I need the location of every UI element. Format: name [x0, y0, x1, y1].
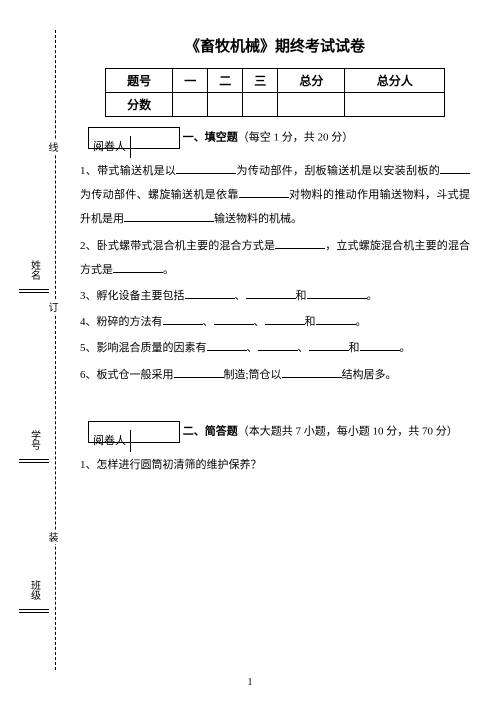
score-value-row: 分数 [106, 93, 445, 117]
marker-label-2: 阅卷人 [89, 430, 131, 452]
section2-head: 阅卷人 二、简答题（本大题共 7 小题，每小题 10 分，共 70 分） [88, 421, 470, 443]
blank [282, 366, 342, 378]
question-6: 6、板式仓一般采用制造;筒仓以结构居多。 [80, 363, 470, 387]
blank [174, 366, 224, 378]
marker-label-1: 阅卷人 [89, 136, 131, 158]
score-header-row: 题号 一 二 三 总分 总分人 [106, 69, 445, 93]
blank [309, 339, 349, 351]
blank [440, 162, 470, 174]
section1-head: 阅卷人 一、填空题（每空 1 分，共 20 分） [88, 127, 470, 149]
page-content: 《畜牧机械》期终考试试卷 题号 一 二 三 总分 总分人 分数 阅卷人 一、填空… [80, 35, 470, 479]
blank [275, 237, 325, 249]
question-2-1: 1、怎样进行圆筒初清筛的维护保养？ [80, 453, 470, 477]
blank [207, 339, 247, 351]
blank [307, 287, 367, 299]
binding-line [55, 30, 56, 670]
section2-title: 二、简答题 [183, 425, 238, 437]
td-label: 分数 [106, 93, 173, 117]
score-table: 题号 一 二 三 总分 总分人 分数 [105, 68, 445, 117]
th-total: 总分 [278, 69, 345, 93]
section1-note: （每空 1 分，共 20 分） [238, 132, 354, 144]
marker-box-2: 阅卷人 [88, 421, 180, 443]
side-id-line [19, 459, 49, 460]
blank [185, 287, 235, 299]
question-3: 3、孵化设备主要包括、和。 [80, 284, 470, 308]
th-1: 一 [173, 69, 208, 93]
th-3: 三 [243, 69, 278, 93]
blank [113, 261, 163, 273]
blank [163, 313, 203, 325]
marker-box-1: 阅卷人 [88, 127, 180, 149]
th-2: 二 [208, 69, 243, 93]
side-labels: 姓名 学号 班级 [15, 0, 53, 706]
blank [316, 313, 356, 325]
blank [214, 313, 254, 325]
blank [360, 339, 400, 351]
side-name-line [19, 289, 49, 290]
blank [246, 287, 296, 299]
question-1: 1、带式输送机是以为传动部件，刮板输送机是以安装刮板的为传动部件、螺旋输送机是依… [80, 159, 470, 232]
side-name-label: 姓名 [27, 260, 42, 280]
blank [176, 162, 236, 174]
side-class-label: 班级 [27, 580, 42, 600]
side-id-label: 学号 [27, 430, 42, 450]
question-4: 4、粉碎的方法有、、和。 [80, 310, 470, 334]
question-5: 5、影响混合质量的因素有、、和。 [80, 336, 470, 360]
blank [258, 339, 298, 351]
section1-title: 一、填空题 [183, 132, 238, 144]
th-label: 题号 [106, 69, 173, 93]
side-class-line [19, 609, 49, 610]
exam-title: 《畜牧机械》期终考试试卷 [80, 35, 470, 56]
page-number: 1 [0, 677, 500, 688]
th-scorer: 总分人 [345, 69, 445, 93]
question-2: 2、卧式螺带式混合机主要的混合方式是，立式螺旋混合机主要的混合方式是。 [80, 234, 470, 282]
blank [239, 186, 289, 198]
blank [265, 313, 305, 325]
section2-note: （本大题共 7 小题，每小题 10 分，共 70 分） [238, 425, 458, 437]
blank [124, 210, 214, 222]
